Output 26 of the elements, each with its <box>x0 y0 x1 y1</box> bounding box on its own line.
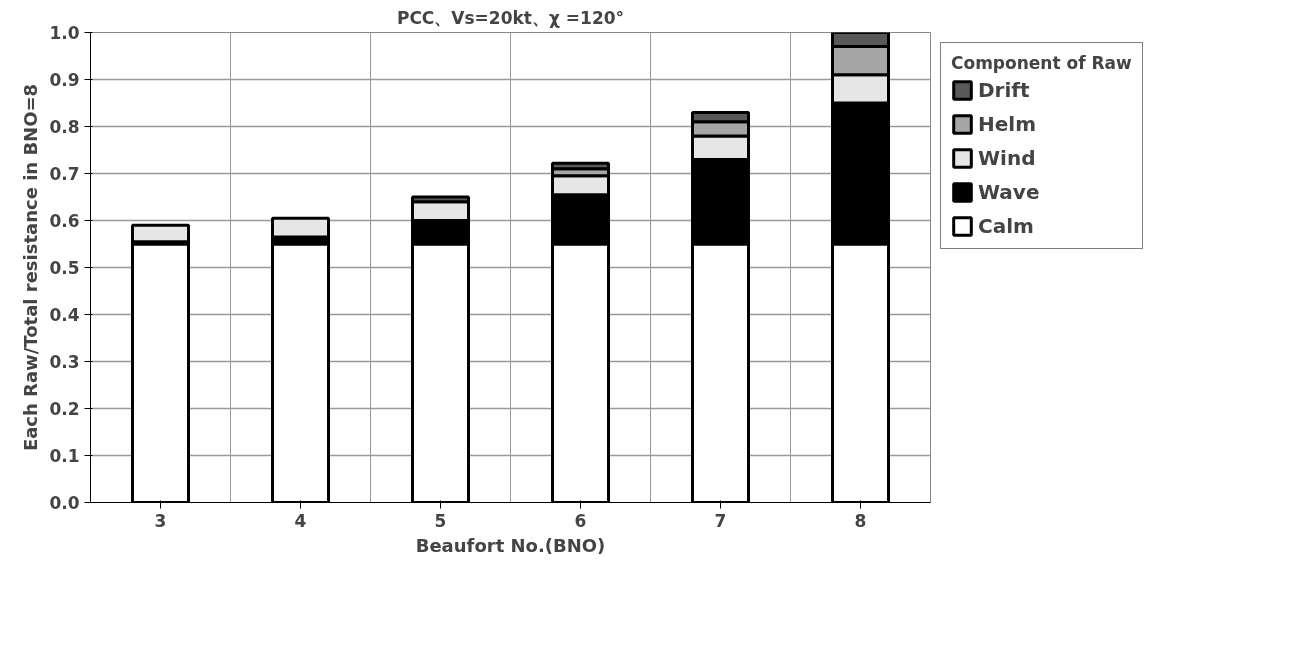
y-tick-label: 0.1 <box>49 446 80 466</box>
y-tick-label: 0.2 <box>49 399 80 419</box>
y-tick-label: 0.6 <box>49 211 80 231</box>
x-tick-label: 7 <box>714 510 727 531</box>
legend-label: Helm <box>978 112 1036 136</box>
x-tick-label: 4 <box>294 510 307 531</box>
legend-label: Calm <box>978 214 1034 238</box>
chart-title: PCC、Vs=20kt、χ =120° <box>396 7 625 28</box>
y-tick-label: 0.3 <box>49 352 80 372</box>
y-tick-label: 0.5 <box>49 258 80 278</box>
y-tick-label: 0.8 <box>49 117 80 137</box>
y-tick-label: 0.0 <box>49 493 80 513</box>
legend-label: Drift <box>978 78 1030 102</box>
x-axis-title: Beaufort No.(BNO) <box>415 534 606 556</box>
legend-label: Wave <box>978 180 1040 204</box>
x-tick-label: 5 <box>434 510 447 531</box>
y-tick-label: 0.7 <box>49 164 80 184</box>
x-tick-label: 3 <box>154 510 167 531</box>
y-tick-label: 0.9 <box>49 70 80 90</box>
legend-label: Wind <box>978 146 1036 170</box>
legend-title: Component of Raw <box>951 53 1132 73</box>
x-tick-label: 6 <box>574 510 587 531</box>
y-tick-label: 0.4 <box>49 305 80 325</box>
x-tick-label: 8 <box>854 510 867 531</box>
y-tick-label: 1.0 <box>49 23 80 43</box>
y-axis-title: Each Raw/Total resistance in BNO=8 <box>20 83 42 452</box>
